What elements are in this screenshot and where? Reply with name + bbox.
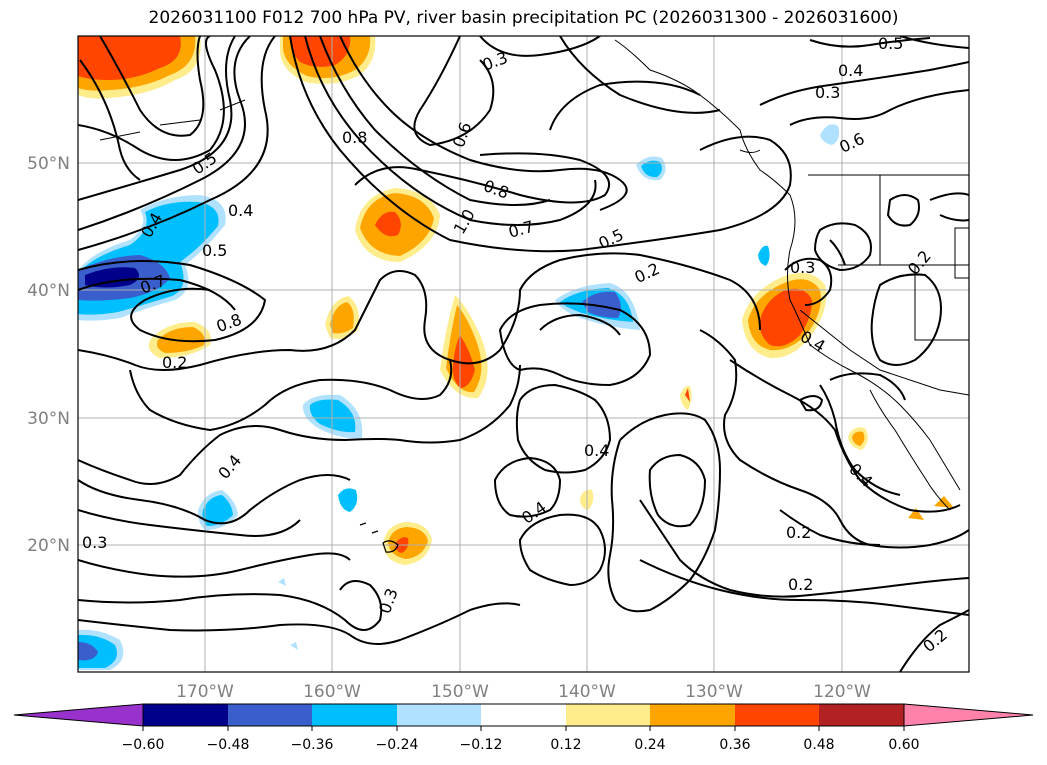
lon-label-130w: 130°W	[685, 682, 743, 702]
colorbar-tick-label: 0.36	[719, 737, 750, 753]
contour-label: 0.3	[375, 586, 402, 616]
colorbar-segment	[228, 704, 312, 726]
lat-label-20n: 20°N	[27, 536, 70, 556]
lat-label-40n: 40°N	[27, 281, 70, 301]
contour-label: 0.5	[878, 34, 903, 53]
contour-label: 0.6	[449, 120, 476, 150]
contour-label: 0.2	[904, 247, 935, 279]
latitude-labels: 50°N 40°N 30°N 20°N	[27, 154, 70, 556]
colorbar: −0.60 −0.48 −0.36 −0.24 −0.12 0.12 0.24 …	[13, 703, 1034, 753]
colorbar-segment	[650, 704, 735, 726]
hawaii-islands	[359, 522, 399, 553]
colorbar-tick-label: 0.60	[888, 737, 919, 753]
contour-label: 0.7	[506, 217, 536, 242]
contour-label: 0.2	[162, 353, 187, 372]
colorbar-segment	[312, 704, 397, 726]
contour-label: 0.8	[481, 176, 511, 203]
lat-label-50n: 50°N	[27, 154, 70, 174]
contour-label: 0.2	[786, 523, 811, 542]
colorbar-tick-label: 0.12	[550, 737, 581, 753]
contour-label: 0.2	[788, 575, 813, 594]
colorbar-tick-label: 0.24	[634, 737, 665, 753]
colorbar-segment	[397, 704, 481, 726]
contour-label: 0.5	[189, 148, 221, 178]
lon-label-120w: 120°W	[813, 682, 871, 702]
contour-label: 0.5	[202, 241, 227, 260]
colorbar-tick-label: −0.48	[207, 737, 250, 753]
colorbar-tick-label: −0.60	[122, 737, 165, 753]
lat-label-30n: 30°N	[27, 409, 70, 429]
colorbar-max-extend	[903, 703, 1034, 727]
contour-label: 1.0	[450, 206, 479, 238]
contour-label: 0.5	[596, 225, 627, 253]
colorbar-segment	[735, 704, 819, 726]
colorbar-tick-label: −0.12	[460, 737, 503, 753]
colorbar-min-extend	[13, 703, 144, 727]
contour-label: 0.2	[632, 259, 663, 287]
map-frame	[77, 35, 970, 673]
map-title: 2026031100 F012 700 hPa PV, river basin …	[148, 8, 899, 28]
contour-label: 0.8	[342, 128, 367, 147]
lon-label-150w: 150°W	[431, 682, 489, 702]
colorbar-segment	[143, 704, 228, 726]
gridlines	[78, 36, 969, 672]
longitude-labels: 170°W 160°W 150°W 140°W 130°W 120°W	[176, 682, 871, 702]
colorbar-segment	[566, 704, 650, 726]
precip-shading	[78, 36, 954, 670]
contour-label: 0.3	[82, 533, 107, 552]
colorbar-tick-label: −0.24	[376, 737, 419, 753]
contour-label: 0.4	[228, 201, 253, 220]
contour-labels: 0.3 0.5 0.4 0.3 0.8 0.6 0.5 0.4 0.5 0.7 …	[82, 34, 951, 656]
contour-label: 0.4	[518, 497, 550, 527]
contour-label: 0.6	[836, 129, 867, 157]
lon-label-170w: 170°W	[176, 682, 234, 702]
contour-label: 0.3	[815, 83, 840, 102]
contour-label: 0.3	[790, 258, 815, 277]
pv-contours	[78, 36, 969, 672]
contour-label: 0.4	[214, 451, 245, 483]
lon-label-160w: 160°W	[303, 682, 361, 702]
colorbar-tick-label: 0.48	[803, 737, 834, 753]
map-area: 0.3 0.5 0.4 0.3 0.8 0.6 0.5 0.4 0.5 0.7 …	[78, 34, 969, 672]
contour-label: 0.4	[838, 61, 863, 80]
colorbar-segment	[481, 704, 566, 726]
lon-label-140w: 140°W	[558, 682, 616, 702]
colorbar-tick-label: −0.36	[291, 737, 334, 753]
contour-label: 0.4	[584, 441, 609, 460]
contour-label: 0.2	[919, 625, 951, 656]
colorbar-segment	[819, 704, 904, 726]
